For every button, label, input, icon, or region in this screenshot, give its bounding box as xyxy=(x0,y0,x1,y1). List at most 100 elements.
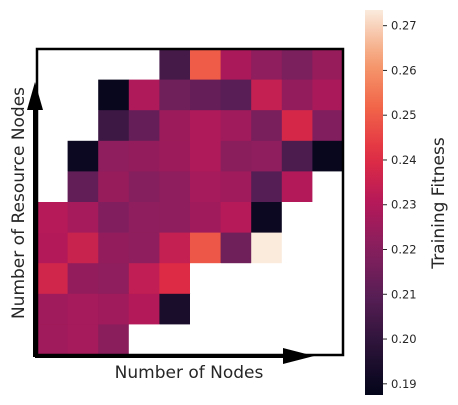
heatmap-cell xyxy=(98,263,130,295)
heatmap-cell xyxy=(251,140,283,172)
heatmap-cell xyxy=(37,293,68,325)
heatmap-cell xyxy=(281,140,313,172)
heatmap-cell xyxy=(312,232,344,264)
heatmap-cell xyxy=(251,49,283,80)
heatmap-cell xyxy=(159,232,191,264)
heatmap-cell xyxy=(281,293,313,325)
colorbar-tick-label: 0.19 xyxy=(391,377,417,391)
colorbar-tick-label: 0.26 xyxy=(391,63,417,77)
heatmap-cell xyxy=(312,324,344,356)
heatmap-cell xyxy=(98,171,130,203)
heatmap-cell xyxy=(67,79,99,111)
heatmap-cell xyxy=(220,140,252,172)
colorbar-ticks: 0.19 0.20 0.21 0.22 0.23 0.24 0.25 0.26 0.27 xyxy=(383,19,417,391)
heatmap-cell xyxy=(220,49,252,80)
heatmap-cell xyxy=(251,171,283,203)
heatmap-cell xyxy=(312,49,344,80)
heatmap-cell xyxy=(159,79,191,111)
heatmap-cell xyxy=(128,140,160,172)
heatmap-cell xyxy=(98,293,130,325)
colorbar-tick-label: 0.27 xyxy=(391,19,417,33)
heatmap-cell xyxy=(251,263,283,295)
colorbar-tick-label: 0.21 xyxy=(391,287,417,301)
heatmap-cell xyxy=(67,140,99,172)
heatmap-cell xyxy=(312,110,344,142)
heatmap-cell xyxy=(67,324,99,356)
heatmap-cell xyxy=(220,263,252,295)
y-axis-label: Number of Resource Nodes xyxy=(9,87,29,319)
heatmap-cell xyxy=(281,110,313,142)
heatmap-cell xyxy=(251,232,283,264)
heatmap-cell xyxy=(251,79,283,111)
heatmap-cell xyxy=(67,293,99,325)
heatmap-cell xyxy=(251,324,283,356)
heatmap-cell xyxy=(37,140,68,172)
heatmap-cell xyxy=(251,110,283,142)
heatmap-cell xyxy=(281,232,313,264)
heatmap-cell xyxy=(37,49,68,80)
heatmap-cell xyxy=(312,202,344,233)
y-axis-arrowhead xyxy=(27,82,43,110)
heatmap-cell xyxy=(190,110,221,142)
x-axis-label: Number of Nodes xyxy=(115,363,264,383)
heatmap-cells xyxy=(37,49,344,356)
heatmap-cell xyxy=(281,171,313,203)
heatmap-cell xyxy=(37,263,68,295)
colorbar-label: Training Fitness xyxy=(429,137,449,270)
heatmap-cell xyxy=(281,202,313,233)
heatmap-cell xyxy=(128,263,160,295)
heatmap-cell xyxy=(159,202,191,233)
heatmap-cell xyxy=(312,79,344,111)
heatmap-cell xyxy=(128,110,160,142)
heatmap-cell xyxy=(220,293,252,325)
heatmap-cell xyxy=(37,232,68,264)
heatmap-cell xyxy=(190,293,221,325)
heatmap-cell xyxy=(159,140,191,172)
heatmap-cell xyxy=(190,140,221,172)
colorbar-tick-label: 0.23 xyxy=(391,198,417,212)
heatmap-cell xyxy=(37,171,68,203)
colorbar-tick-label: 0.22 xyxy=(391,243,417,257)
heatmap-cell xyxy=(128,202,160,233)
heatmap-cell xyxy=(220,79,252,111)
heatmap-cell xyxy=(67,202,99,233)
heatmap-cell xyxy=(128,171,160,203)
heatmap-cell xyxy=(98,202,130,233)
colorbar-tick-label: 0.25 xyxy=(391,108,417,122)
heatmap-cell xyxy=(98,110,130,142)
heatmap-cell xyxy=(220,232,252,264)
heatmap-cell xyxy=(159,324,191,356)
heatmap-cell xyxy=(98,79,130,111)
x-axis-arrowhead xyxy=(283,348,314,364)
heatmap-cell xyxy=(159,171,191,203)
heatmap-cell xyxy=(98,232,130,264)
heatmap-cell xyxy=(190,202,221,233)
heatmap-cell xyxy=(67,171,99,203)
heatmap-cell xyxy=(37,202,68,233)
heatmap-cell xyxy=(98,324,130,356)
colorbar-tick-label: 0.20 xyxy=(391,332,417,346)
heatmap-cell xyxy=(312,263,344,295)
colorbar xyxy=(365,10,383,395)
heatmap-cell xyxy=(98,140,130,172)
heatmap-cell xyxy=(190,232,221,264)
heatmap-cell xyxy=(281,49,313,80)
heatmap-cell xyxy=(251,202,283,233)
heatmap-cell xyxy=(98,49,130,80)
colorbar-tick-label: 0.24 xyxy=(391,153,417,167)
heatmap-cell xyxy=(312,293,344,325)
heatmap-cell xyxy=(159,110,191,142)
heatmap-cell xyxy=(281,79,313,111)
heatmap-cell xyxy=(128,79,160,111)
heatmap-cell xyxy=(128,324,160,356)
heatmap-cell xyxy=(220,171,252,203)
heatmap-cell xyxy=(128,293,160,325)
heatmap-cell xyxy=(190,79,221,111)
heatmap-cell xyxy=(128,232,160,264)
heatmap-cell xyxy=(67,232,99,264)
heatmap-cell xyxy=(67,110,99,142)
heatmap-cell xyxy=(159,49,191,80)
heatmap-cell xyxy=(312,140,344,172)
heatmap-cell xyxy=(220,324,252,356)
